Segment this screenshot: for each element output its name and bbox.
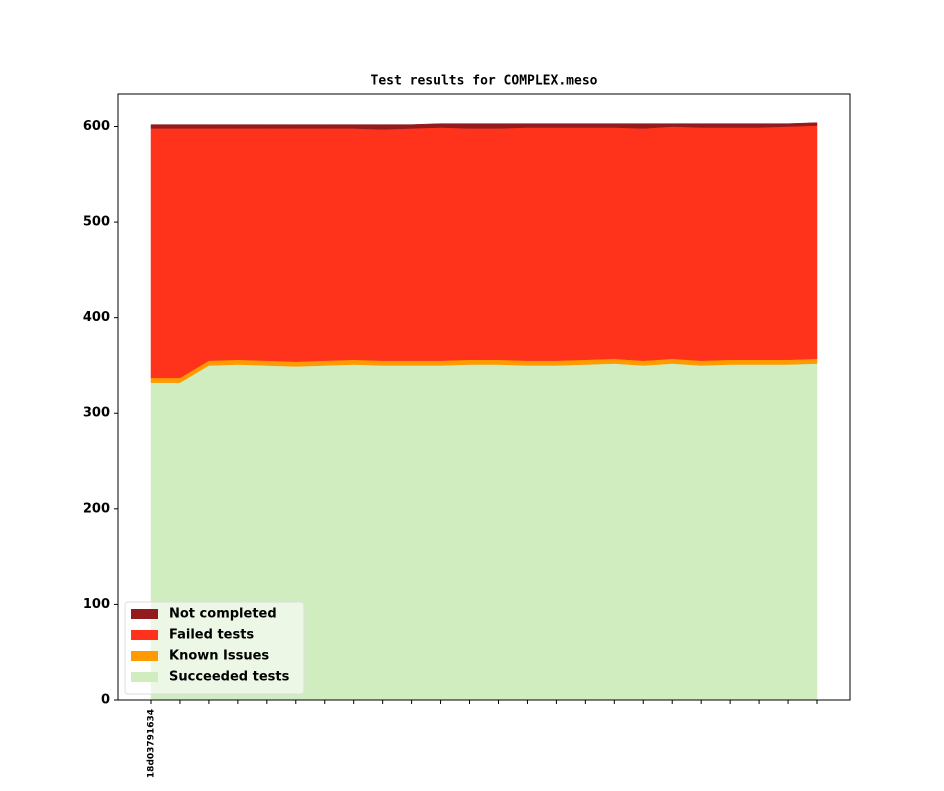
legend-swatch <box>131 651 158 661</box>
plot-frame <box>117 93 851 701</box>
legend-swatch <box>131 630 158 640</box>
y-tick-label: 400 <box>83 310 110 325</box>
legend-label: Failed tests <box>169 628 254 643</box>
legend: Not completed Failed tests Known Issues Suc… <box>124 601 305 695</box>
y-tick-label: 0 <box>101 693 110 708</box>
legend-box <box>124 601 305 695</box>
y-tick-label: 600 <box>83 119 110 134</box>
area <box>150 125 818 379</box>
x-tick-label: 18d03791634 <box>147 709 157 778</box>
legend-swatch <box>131 609 158 619</box>
y-tick-label: 300 <box>83 406 110 421</box>
legend-swatch <box>131 672 158 682</box>
y-tick-label: 200 <box>83 501 110 516</box>
y-tick-label: 500 <box>83 215 110 230</box>
area <box>150 122 818 130</box>
chart-title: Test results for COMPLEX.meso <box>371 74 598 89</box>
legend-label: Succeeded tests <box>169 670 290 685</box>
y-tick-label: 100 <box>83 597 110 612</box>
legend-label: Known Issues <box>169 649 269 664</box>
legend-label: Not completed <box>169 607 277 622</box>
